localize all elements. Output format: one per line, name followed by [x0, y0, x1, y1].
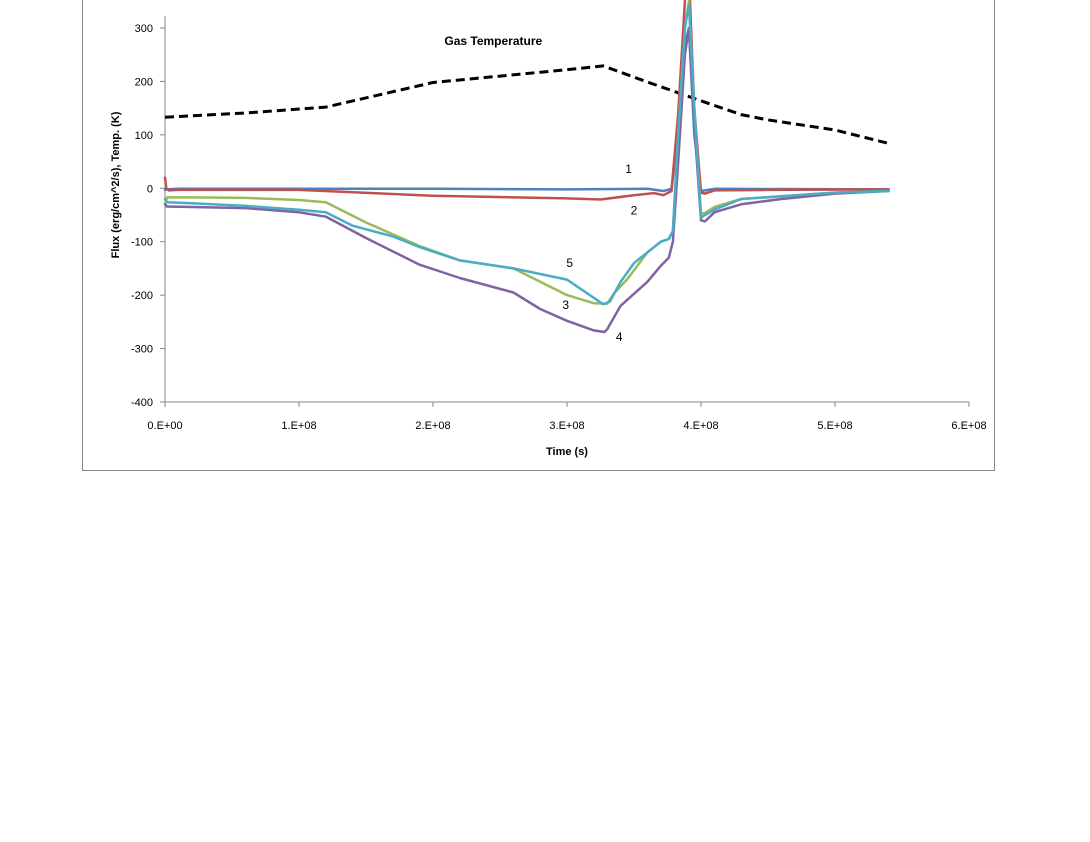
- y-tick-label: -100: [131, 237, 153, 249]
- series-line-2: [163, 0, 890, 201]
- annotations: Gas Temperature 1 2 5 3 4: [444, 34, 637, 344]
- series-line-1: [163, 26, 890, 193]
- y-tick-label: 0: [147, 183, 153, 195]
- series-line-gas-temperature: [164, 64, 889, 145]
- x-tick-label: 0.E+00: [147, 420, 182, 432]
- y-tick-label: -200: [131, 290, 153, 302]
- series-line-4: [163, 26, 890, 334]
- series-line-3: [163, 0, 890, 305]
- x-tick-label: 5.E+08: [817, 420, 852, 432]
- annotation-label: Gas Temperature: [444, 34, 542, 48]
- x-axis-title: Time (s): [546, 446, 588, 458]
- chart-frame: 300 200 100 0 -100 -200 -300 -400 0.E+00 1.E+08 2…: [82, 0, 995, 471]
- series-line-5: [163, 2, 890, 306]
- y-tick-label: 300: [135, 23, 153, 35]
- x-tick-label: 2.E+08: [415, 420, 450, 432]
- x-tick-label: 4.E+08: [683, 420, 718, 432]
- y-axis-title: Flux (erg/cm^2/s), Temp. (K): [110, 111, 122, 258]
- annotation-label: 5: [566, 256, 573, 270]
- y-tick-label: 200: [135, 76, 153, 88]
- x-tick-label: 3.E+08: [549, 420, 584, 432]
- line-chart: 300 200 100 0 -100 -200 -300 -400 0.E+00 1.E+08 2…: [110, 0, 987, 458]
- x-tick-label: 6.E+08: [951, 420, 986, 432]
- y-tick-label: -300: [131, 344, 153, 356]
- annotation-label: 2: [631, 203, 638, 217]
- series-lines: [163, 0, 890, 334]
- y-axis-ticks: 300 200 100 0 -100 -200 -300 -400: [131, 23, 165, 409]
- x-axis-ticks: 0.E+00 1.E+08 2.E+08 3.E+08 4.E+08 5.E+08 6.E+…: [147, 402, 987, 432]
- x-tick-label: 1.E+08: [281, 420, 316, 432]
- y-tick-label: -400: [131, 397, 153, 409]
- annotation-label: 1: [625, 162, 632, 176]
- annotation-label: 4: [616, 330, 623, 344]
- annotation-label: 3: [562, 298, 569, 312]
- y-tick-label: 100: [135, 130, 153, 142]
